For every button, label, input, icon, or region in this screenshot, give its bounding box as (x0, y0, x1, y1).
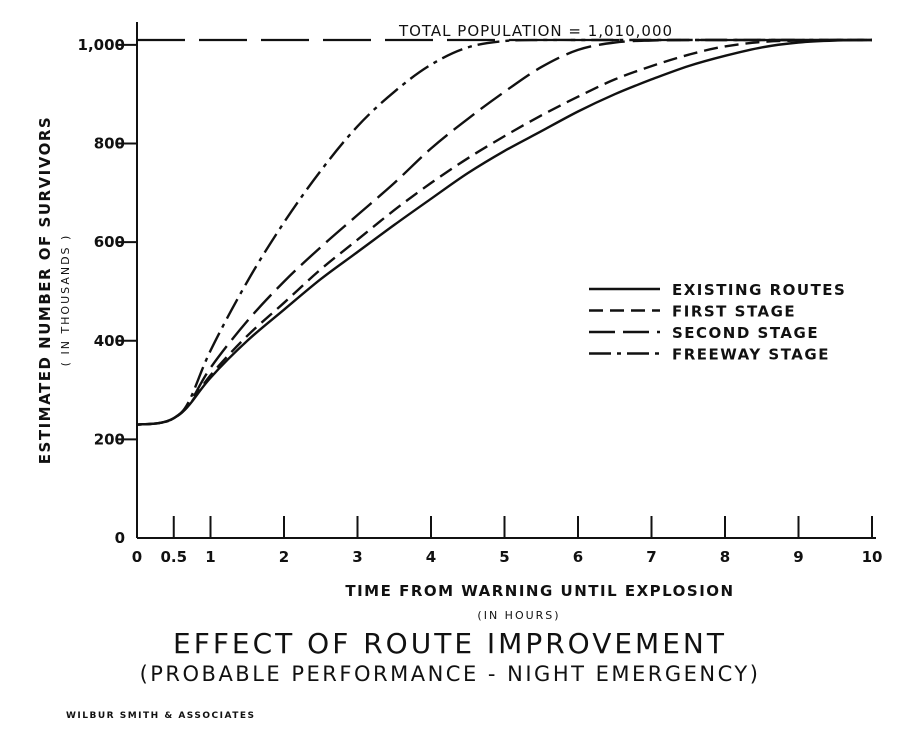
x-tick-label: 9 (793, 548, 803, 566)
credit-line: WILBUR SMITH & ASSOCIATES (66, 711, 256, 721)
y-tick-label: 1,000 (78, 36, 125, 54)
legend-label: SECOND STAGE (672, 324, 819, 342)
series-line-second-stage (136, 38, 872, 426)
y-axis-sublabel: ( IN THOUSANDS ) (59, 234, 72, 367)
total-population-annotation: TOTAL POPULATION = 1,010,000 (398, 22, 673, 40)
chart-subtitle: (PROBABLE PERFORMANCE - NIGHT EMERGENCY) (139, 662, 761, 686)
series-line-existing-routes (136, 38, 873, 426)
y-tick-label: 800 (94, 135, 125, 153)
y-tick-label: 0 (115, 529, 125, 547)
series-line-first-stage (136, 38, 873, 426)
y-tick-label: 200 (94, 430, 125, 448)
x-tick-label: 3 (352, 548, 362, 566)
x-axis-sublabel: (IN HOURS) (477, 609, 560, 622)
x-tick-label: 10 (862, 548, 883, 566)
x-tick-label: 6 (573, 548, 583, 566)
survivors-chart: 0 0.5 1 2 3 4 5 6 7 8 9 10 0 200 400 600 800 1,000 EXISTI… (36, 22, 883, 622)
x-tick-label: 0.5 (160, 548, 187, 566)
legend-label: FIRST STAGE (672, 303, 796, 321)
series-line-freeway-stage (136, 38, 872, 426)
y-axis-label: ESTIMATED NUMBER OF SURVIVORS (36, 116, 54, 464)
x-tick-label: 0 (132, 548, 142, 566)
x-tick-label: 5 (499, 548, 509, 566)
chart-title: EFFECT OF ROUTE IMPROVEMENT (173, 627, 727, 660)
x-tick-label: 8 (720, 548, 730, 566)
x-tick-label: 2 (279, 548, 289, 566)
legend-label: EXISTING ROUTES (672, 281, 846, 299)
y-tick-label: 600 (94, 233, 125, 251)
x-tick-label: 1 (205, 548, 215, 566)
x-tick-label: 7 (646, 548, 656, 566)
x-tick-label: 4 (426, 548, 436, 566)
x-axis-label: TIME FROM WARNING UNTIL EXPLOSION (345, 582, 734, 600)
y-tick-label: 400 (94, 332, 125, 350)
legend-label: FREEWAY STAGE (672, 346, 830, 364)
